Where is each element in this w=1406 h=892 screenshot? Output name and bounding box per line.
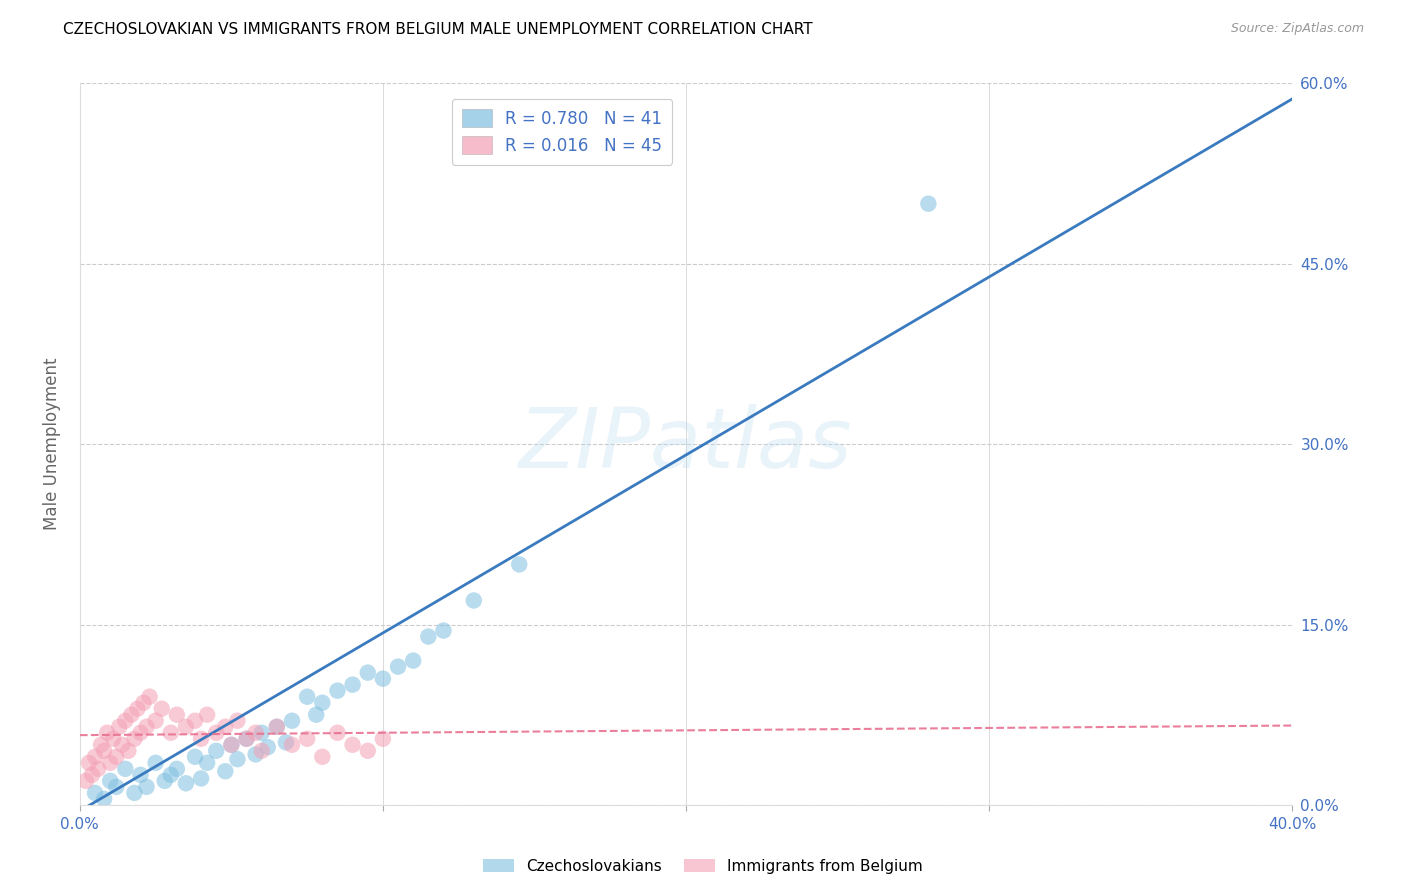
Point <box>226 714 249 728</box>
Point <box>245 725 267 739</box>
Point <box>311 749 333 764</box>
Point <box>93 744 115 758</box>
Point <box>205 744 228 758</box>
Point <box>114 762 136 776</box>
Point <box>150 702 173 716</box>
Point <box>326 683 349 698</box>
Legend: Czechoslovakians, Immigrants from Belgium: Czechoslovakians, Immigrants from Belgiu… <box>477 853 929 880</box>
Point <box>235 731 257 746</box>
Point <box>120 707 142 722</box>
Point <box>166 707 188 722</box>
Point <box>245 747 267 762</box>
Point <box>256 740 278 755</box>
Point <box>129 725 152 739</box>
Point <box>226 752 249 766</box>
Point <box>84 749 107 764</box>
Point <box>463 593 485 607</box>
Point <box>917 196 939 211</box>
Point <box>93 792 115 806</box>
Point <box>311 696 333 710</box>
Point <box>135 720 157 734</box>
Point <box>132 696 155 710</box>
Y-axis label: Male Unemployment: Male Unemployment <box>44 358 60 531</box>
Point <box>84 786 107 800</box>
Point <box>124 731 146 746</box>
Point <box>418 630 440 644</box>
Text: CZECHOSLOVAKIAN VS IMMIGRANTS FROM BELGIUM MALE UNEMPLOYMENT CORRELATION CHART: CZECHOSLOVAKIAN VS IMMIGRANTS FROM BELGI… <box>63 22 813 37</box>
Point <box>295 690 318 704</box>
Point <box>295 731 318 746</box>
Point <box>371 731 394 746</box>
Point <box>326 725 349 739</box>
Point <box>127 702 149 716</box>
Point <box>342 738 364 752</box>
Point <box>153 773 176 788</box>
Point <box>174 776 197 790</box>
Point <box>190 772 212 786</box>
Point <box>250 744 273 758</box>
Text: ZIPatlas: ZIPatlas <box>519 404 853 484</box>
Point <box>250 725 273 739</box>
Point <box>111 738 134 752</box>
Point <box>205 725 228 739</box>
Point <box>159 725 181 739</box>
Point <box>357 744 380 758</box>
Point <box>87 762 110 776</box>
Point <box>98 756 121 770</box>
Point <box>75 773 97 788</box>
Point <box>96 725 118 739</box>
Point <box>371 672 394 686</box>
Point <box>80 768 103 782</box>
Point <box>166 762 188 776</box>
Point <box>98 773 121 788</box>
Point <box>129 768 152 782</box>
Point <box>159 768 181 782</box>
Legend: R = 0.780   N = 41, R = 0.016   N = 45: R = 0.780 N = 41, R = 0.016 N = 45 <box>451 99 672 165</box>
Point <box>281 738 304 752</box>
Point <box>124 786 146 800</box>
Point <box>190 731 212 746</box>
Point <box>145 756 167 770</box>
Text: Source: ZipAtlas.com: Source: ZipAtlas.com <box>1230 22 1364 36</box>
Point <box>281 714 304 728</box>
Point <box>184 749 207 764</box>
Point <box>235 731 257 746</box>
Point <box>135 780 157 794</box>
Point <box>114 714 136 728</box>
Point <box>342 678 364 692</box>
Point <box>145 714 167 728</box>
Point <box>432 624 454 638</box>
Point <box>195 707 218 722</box>
Point <box>108 720 131 734</box>
Point <box>214 764 236 779</box>
Point <box>305 707 328 722</box>
Point <box>266 720 288 734</box>
Point <box>105 780 128 794</box>
Point <box>357 665 380 680</box>
Point <box>195 756 218 770</box>
Point <box>105 749 128 764</box>
Point <box>387 659 409 673</box>
Point <box>103 731 125 746</box>
Point <box>90 738 112 752</box>
Point <box>508 558 530 572</box>
Point <box>402 654 425 668</box>
Point <box>138 690 160 704</box>
Point <box>221 738 243 752</box>
Point <box>174 720 197 734</box>
Point <box>274 735 297 749</box>
Point <box>214 720 236 734</box>
Point <box>266 720 288 734</box>
Point <box>221 738 243 752</box>
Point <box>184 714 207 728</box>
Point <box>77 756 100 770</box>
Point <box>117 744 139 758</box>
